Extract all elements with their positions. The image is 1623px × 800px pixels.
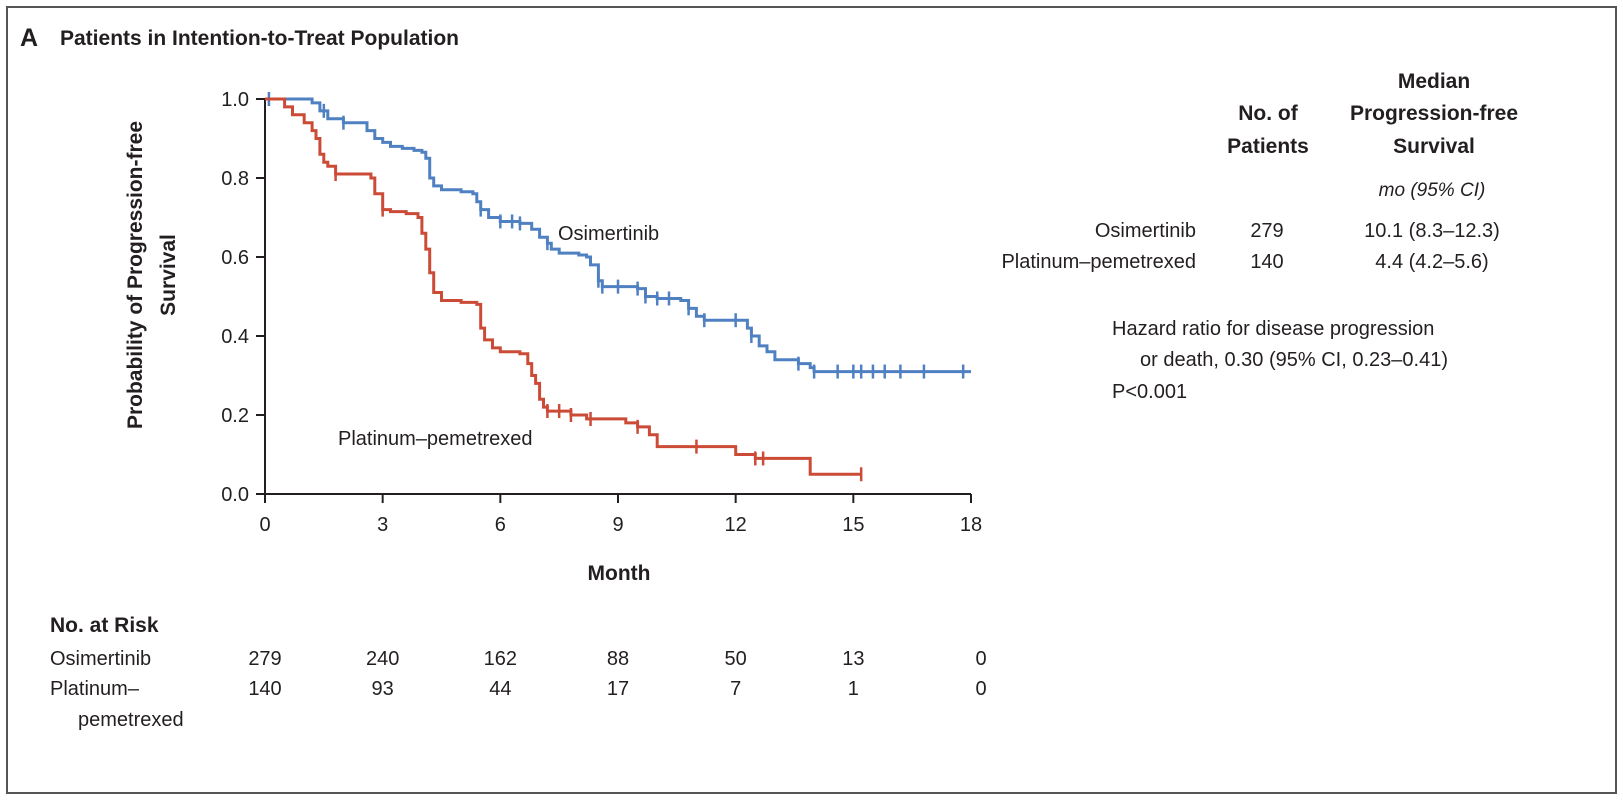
x-tick-label: 0 bbox=[259, 514, 270, 536]
header-patients-line1: No. of bbox=[1238, 102, 1298, 125]
risk-cell: 279 bbox=[248, 648, 281, 670]
y-tick-label: 1.0 bbox=[221, 89, 249, 111]
header-median-line2: Progression-free bbox=[1350, 102, 1518, 125]
x-tick-label: 15 bbox=[842, 514, 864, 536]
summary-row-median: 4.4 (4.2–5.6) bbox=[1375, 251, 1488, 273]
summary-row-patients: 140 bbox=[1250, 251, 1283, 273]
risk-cell: 140 bbox=[248, 678, 281, 700]
risk-cell: 88 bbox=[607, 648, 629, 670]
summary-table: No. of Patients Median Progression-free … bbox=[1001, 70, 1518, 273]
y-tick-label: 0.0 bbox=[221, 484, 249, 506]
risk-cell: 0 bbox=[975, 648, 986, 670]
figure-frame bbox=[6, 6, 1617, 794]
risk-cell: 240 bbox=[366, 648, 399, 670]
summary-row-median: 10.1 (8.3–12.3) bbox=[1364, 220, 1500, 242]
x-tick-label: 6 bbox=[495, 514, 506, 536]
x-tick-label: 9 bbox=[612, 514, 623, 536]
summary-row-patients: 279 bbox=[1250, 220, 1283, 242]
unit-note: mo (95% CI) bbox=[1379, 180, 1486, 201]
y-axis-label-line1: Probability of Progression-free bbox=[124, 121, 147, 429]
risk-cell: 1 bbox=[848, 678, 859, 700]
x-tick-label: 12 bbox=[725, 514, 747, 536]
risk-cell: 17 bbox=[607, 678, 629, 700]
risk-cell: 44 bbox=[489, 678, 511, 700]
risk-cell: 7 bbox=[730, 678, 741, 700]
y-tick-label: 0.2 bbox=[221, 405, 249, 427]
risk-rows: Osimertinib 279 240 162 88 50 13 0 Platinum– peme… bbox=[50, 648, 987, 731]
summary-row-group: Osimertinib bbox=[1095, 220, 1196, 242]
x-tick-label: 18 bbox=[960, 514, 982, 536]
header-median-line3: Survival bbox=[1393, 135, 1475, 158]
risk-cell: 50 bbox=[725, 648, 747, 670]
x-tick-label: 3 bbox=[377, 514, 388, 536]
osimertinib-curve-label: Osimertinib bbox=[558, 223, 659, 245]
axes: 0.0 0.2 0.4 0.6 0.8 1.0 0 3 6 9 12 15 18 bbox=[221, 89, 982, 536]
y-tick-label: 0.8 bbox=[221, 168, 249, 190]
risk-row-label: Osimertinib bbox=[50, 648, 151, 670]
risk-row-label: Platinum– bbox=[50, 678, 140, 700]
header-median-line1: Median bbox=[1398, 70, 1470, 93]
risk-row-label: pemetrexed bbox=[78, 709, 184, 731]
curves bbox=[265, 92, 971, 482]
risk-table: No. at Risk Osimertinib 279 240 162 88 50 13 0 P… bbox=[50, 614, 987, 731]
y-axis-label: Probability of Progression-free Survival bbox=[124, 121, 180, 429]
p-value: P<0.001 bbox=[1112, 381, 1187, 403]
platinum-curve-label: Platinum–pemetrexed bbox=[338, 428, 533, 450]
risk-cell: 93 bbox=[372, 678, 394, 700]
header-patients-line2: Patients bbox=[1227, 135, 1309, 158]
x-axis-label: Month bbox=[588, 562, 651, 585]
risk-table-title: No. at Risk bbox=[50, 614, 159, 637]
y-tick-label: 0.4 bbox=[221, 326, 249, 348]
panel-title: Patients in Intention-to-Treat Populatio… bbox=[60, 27, 459, 50]
risk-cell: 162 bbox=[484, 648, 517, 670]
y-axis-label-line2: Survival bbox=[157, 234, 180, 316]
hazard-ratio-line2: or death, 0.30 (95% CI, 0.23–0.41) bbox=[1140, 349, 1448, 371]
osimertinib-curve bbox=[265, 97, 971, 374]
y-tick-label: 0.6 bbox=[221, 247, 249, 269]
summary-row-group: Platinum–pemetrexed bbox=[1001, 251, 1196, 273]
panel-letter: A bbox=[20, 24, 38, 52]
platinum-pemetrexed-curve bbox=[265, 97, 862, 476]
risk-cell: 13 bbox=[842, 648, 864, 670]
hazard-ratio-line1: Hazard ratio for disease progression bbox=[1112, 318, 1434, 340]
risk-cell: 0 bbox=[975, 678, 986, 700]
